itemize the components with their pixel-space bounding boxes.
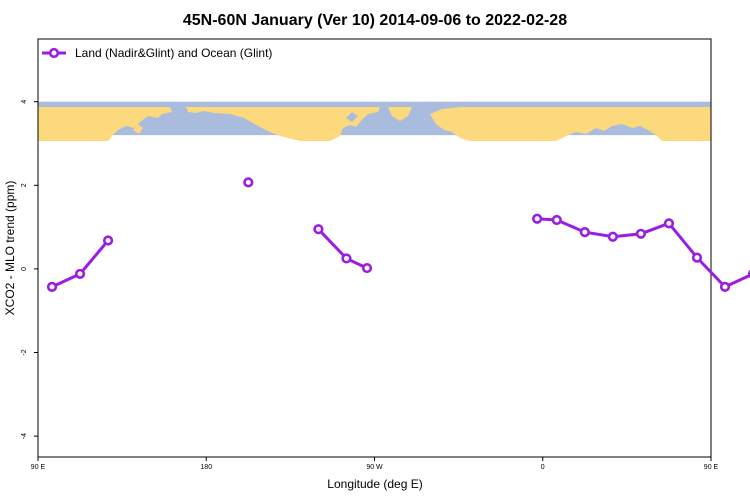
series-line bbox=[51, 239, 110, 289]
legend: Land (Nadir&Glint) and Ocean (Glint) bbox=[42, 46, 272, 60]
chart-title: 45N-60N January (Ver 10) 2014-09-06 to 2… bbox=[183, 12, 567, 29]
data-point bbox=[691, 252, 703, 263]
land-greenland bbox=[388, 107, 412, 121]
y-tick-label: 2 bbox=[21, 183, 28, 187]
land-britain bbox=[456, 113, 466, 121]
land-eurasia bbox=[430, 107, 711, 141]
data-point bbox=[361, 262, 373, 274]
world-map-band bbox=[38, 101, 711, 141]
data-point bbox=[551, 214, 562, 226]
x-tick-label: 0 bbox=[541, 464, 545, 471]
map-land bbox=[38, 107, 711, 141]
data-point bbox=[532, 213, 543, 224]
data-point bbox=[635, 228, 646, 239]
data-point bbox=[663, 218, 675, 229]
y-tick-label: -2 bbox=[21, 349, 28, 355]
x-tick-label: 90 E bbox=[31, 464, 46, 471]
series-line bbox=[537, 217, 750, 289]
data-point bbox=[719, 281, 731, 292]
y-tick-label: 0 bbox=[21, 267, 28, 271]
legend-label: Land (Nadir&Glint) and Ocean (Glint) bbox=[75, 46, 272, 60]
x-tick-label: 90 E bbox=[704, 464, 719, 471]
y-tick-label: 4 bbox=[21, 100, 28, 104]
x-axis-label: Longitude (deg E) bbox=[327, 477, 422, 491]
data-point bbox=[607, 231, 618, 242]
data-point bbox=[313, 224, 324, 235]
land-japan bbox=[133, 124, 143, 134]
data-point bbox=[243, 177, 254, 188]
y-tick-label: -4 bbox=[21, 433, 28, 439]
data-point bbox=[74, 268, 86, 280]
data-point bbox=[103, 235, 114, 246]
series-line bbox=[317, 228, 368, 270]
data-point bbox=[46, 281, 58, 292]
land-asia-west bbox=[38, 107, 172, 141]
data-point bbox=[579, 227, 590, 238]
data-point bbox=[341, 253, 352, 264]
series-layer bbox=[46, 177, 750, 292]
y-axis: -4 -2 0 2 4 bbox=[21, 100, 38, 439]
legend-marker bbox=[48, 47, 60, 59]
land-japan-east bbox=[672, 122, 682, 134]
x-tick-label: 180 bbox=[200, 464, 212, 471]
y-axis-label: XCO2 - MLO trend (ppm) bbox=[3, 181, 17, 316]
x-tick-label: 90 W bbox=[366, 464, 383, 471]
land-north-america bbox=[186, 107, 380, 141]
hudson-bay bbox=[346, 112, 358, 122]
x-axis: 90 E 180 90 W 0 90 E bbox=[31, 457, 719, 471]
